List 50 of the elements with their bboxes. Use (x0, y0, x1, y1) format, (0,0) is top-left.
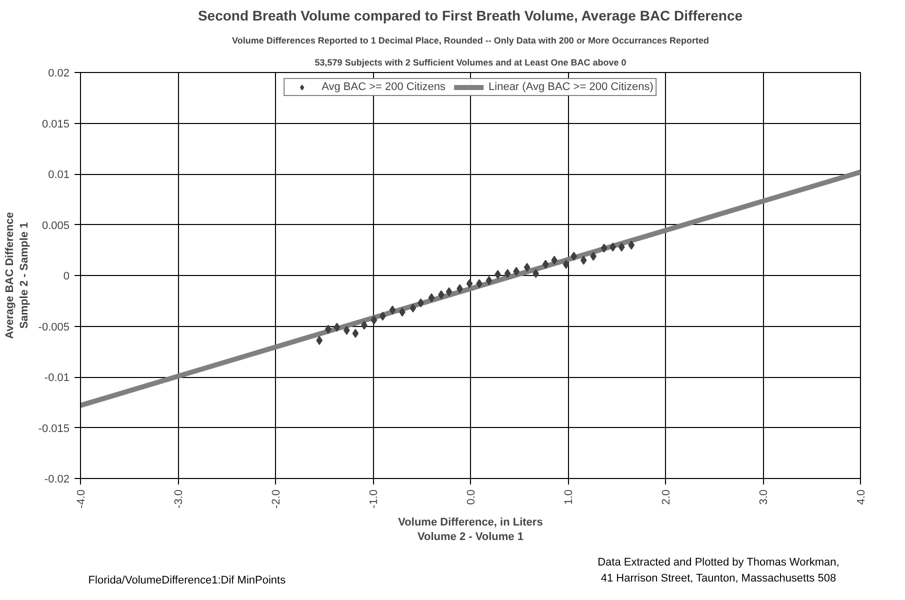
point (570, 252, 578, 261)
point (389, 306, 396, 315)
y-tick-label: 0.015 (42, 118, 70, 130)
point (410, 303, 416, 312)
point (542, 260, 549, 269)
x-tick-label: -2.0 (270, 489, 282, 508)
x-tick-label: -1.0 (368, 489, 380, 508)
y-axis-title: Average BAC Difference Sample 2 - Sample 1 (4, 212, 30, 339)
legend-label: Linear (Avg BAC >= 200 Citizens) (488, 81, 654, 93)
x-tick-label: 0.0 (466, 489, 478, 505)
point (486, 276, 492, 286)
point (316, 336, 323, 345)
x-tick-label: 1.0 (563, 489, 575, 505)
text: Data Extracted and Plotted by Thomas Workman, 41 Harrison Street, Taunton, Massachusetts 508 (598, 556, 840, 584)
point (618, 242, 625, 252)
point (524, 262, 530, 272)
y-tick-label: 0 (63, 270, 70, 282)
x-tick-label: -3.0 (173, 489, 185, 508)
y-tick-label: 0.02 (48, 68, 70, 80)
point (466, 279, 473, 288)
point (610, 242, 616, 252)
x-tick-label: 2.0 (660, 489, 672, 505)
chart-subtitle: Volume Differences Reported to 1 Decimal Place, Rounded -- Only Data with 200 or More Occurrances Reported (232, 36, 709, 46)
text: Florida/VolumeDifference1:Dif MinPoints (88, 574, 286, 586)
point (628, 240, 635, 250)
point (324, 324, 332, 334)
x-tick-label: 3.0 (758, 489, 770, 505)
point (562, 260, 570, 269)
point (600, 244, 608, 253)
y-tick-label: -0.015 (38, 422, 70, 435)
point (334, 322, 340, 332)
x-axis-title: Volume Difference, in Liters Volume 2 - Volume 1 (398, 516, 543, 543)
text: 53,579 Subjects with 2 Sufficient Volumes and at Least One BAC above 0 (314, 58, 626, 68)
point (580, 256, 587, 265)
y-tick-label: -0.02 (44, 474, 70, 486)
y-tick-label: -0.005 (38, 321, 70, 334)
point (428, 293, 435, 302)
point (370, 316, 378, 325)
x-tick-label: 4.0 (856, 489, 868, 505)
y-tick-label: 0.01 (48, 169, 70, 181)
x-tick-label: -4.0 (76, 489, 88, 508)
chart-title: Second Breath Volume compared to First Breath Volume, Average BAC Difference (198, 8, 743, 24)
point (504, 268, 511, 278)
legend-label: Avg BAC >= 200 Citizens (322, 81, 446, 93)
y-tick-label: 0.005 (42, 220, 70, 232)
y-tick-label: -0.01 (44, 372, 70, 384)
point (551, 256, 558, 265)
point (352, 328, 359, 338)
point (446, 287, 452, 296)
point (590, 252, 597, 261)
